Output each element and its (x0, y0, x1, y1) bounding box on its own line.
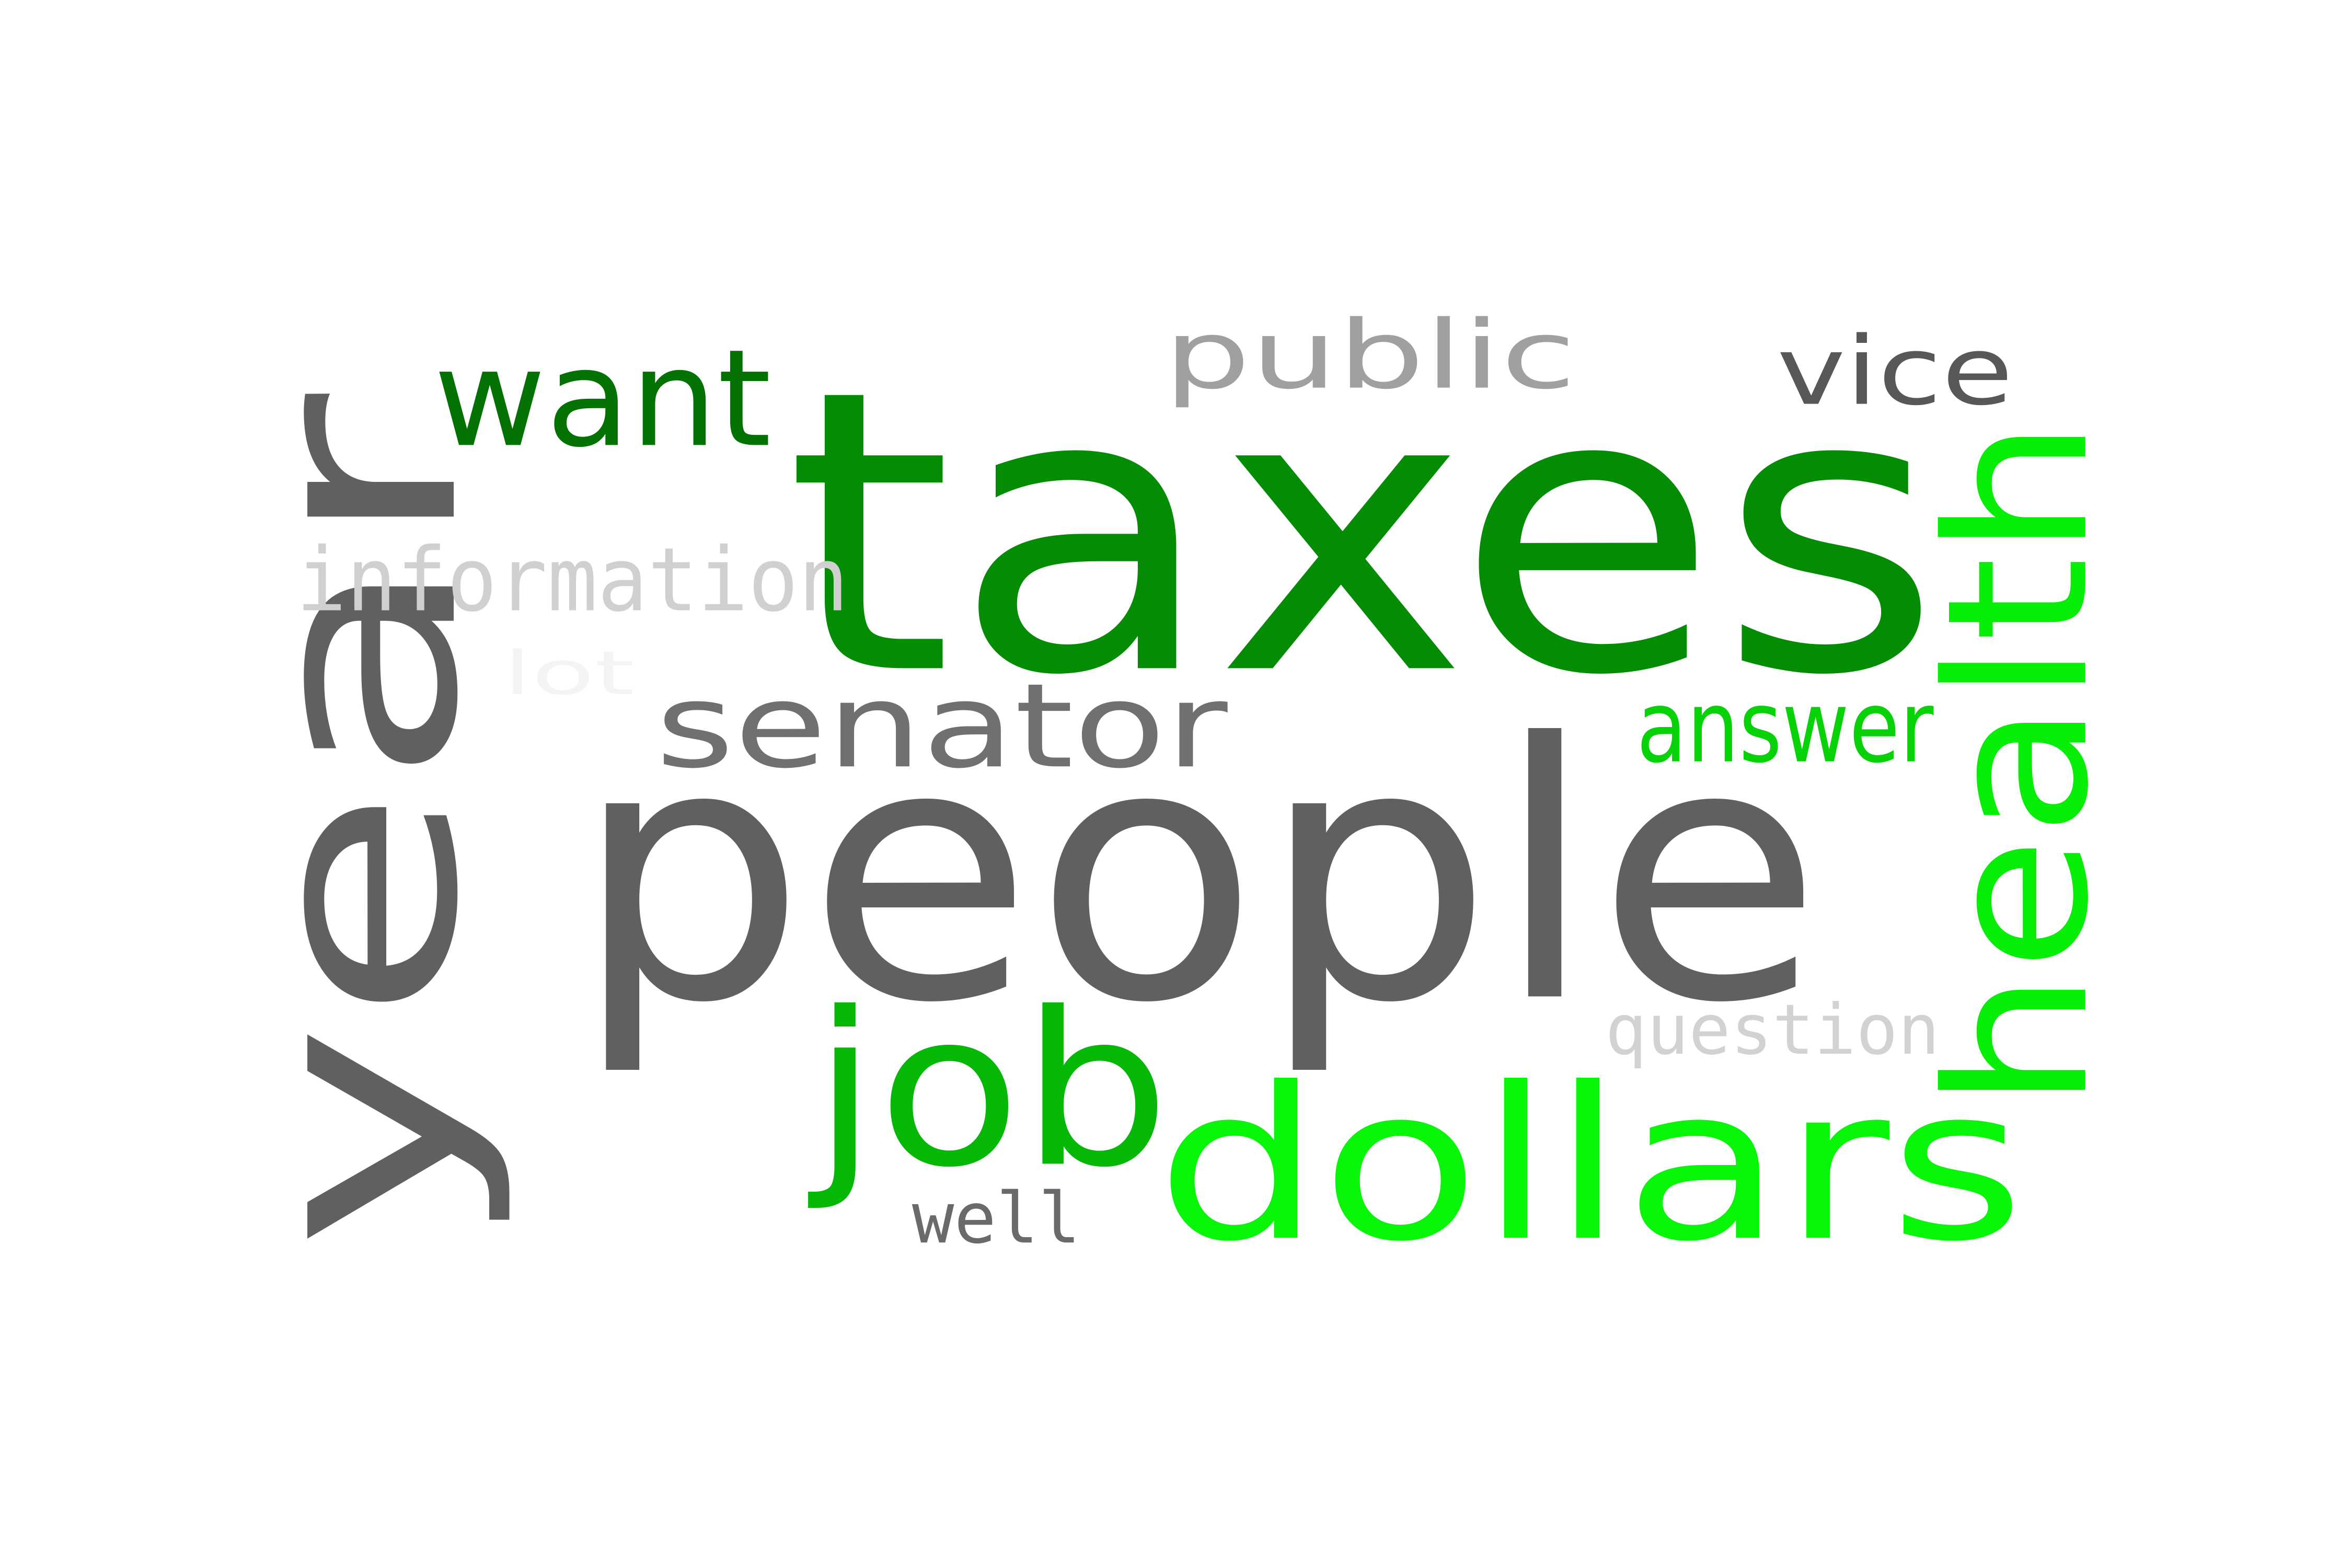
word-vice: vice (1777, 315, 2013, 426)
word-dollars: dollars (1156, 1043, 2025, 1288)
word-faint-lot: lot (503, 638, 635, 709)
word-information: information (296, 529, 849, 632)
word-year: year (205, 393, 517, 1250)
word-answer: answer (1636, 670, 1934, 786)
word-want: want (433, 320, 771, 477)
word-public: public (1163, 300, 1576, 410)
word-well: well (912, 1178, 1081, 1260)
word-job: job (812, 966, 1170, 1214)
word-senator: senator (655, 658, 1228, 794)
word-question: question (1605, 989, 1940, 1071)
word-health: health (1905, 418, 2131, 1110)
word-taxes: taxes (785, 307, 1942, 761)
word-people: people (572, 669, 1823, 1080)
